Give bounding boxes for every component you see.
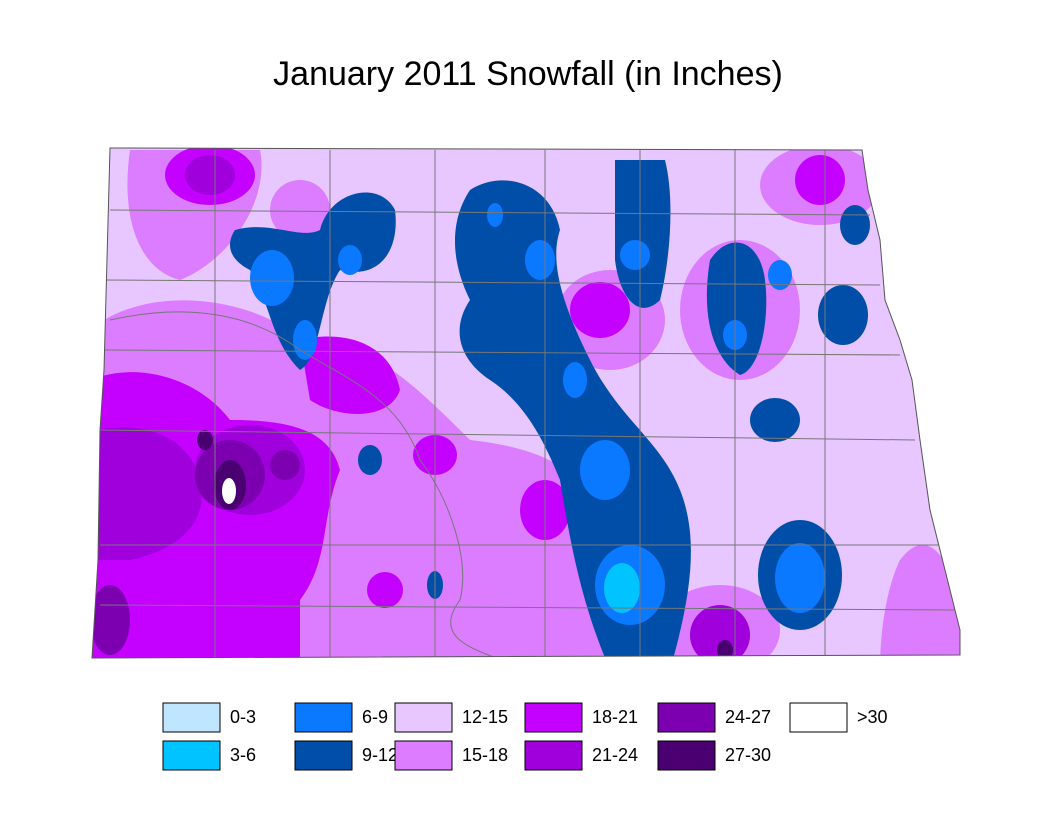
region: [250, 250, 294, 306]
region: [92, 427, 202, 560]
legend-swatch: [524, 702, 583, 733]
legend-label: 18-21: [592, 707, 638, 727]
region: [620, 240, 650, 270]
region: [570, 282, 630, 338]
region: [270, 450, 300, 480]
region: [525, 240, 555, 280]
region: [358, 445, 382, 475]
region: [92, 585, 130, 655]
legend-swatch: [524, 740, 583, 771]
legend-swatch: [294, 702, 353, 733]
legend-label: 6-9: [362, 707, 388, 727]
region: [750, 398, 800, 442]
county-lines: [99, 150, 956, 658]
legend-swatch: [657, 702, 716, 733]
snowfall-map: [92, 148, 960, 658]
legend: 0-3 3-6 6-9 9-12 12-15 15-18 18-21 21-24 24-27 27…: [162, 702, 888, 771]
region: [338, 245, 362, 275]
legend-swatch: [789, 702, 848, 733]
legend-label: 24-27: [725, 707, 771, 727]
state-outline: [91, 147, 961, 659]
legend-label: 27-30: [725, 745, 771, 765]
region: [367, 572, 403, 608]
region: [706, 242, 767, 375]
legend-swatch: [162, 740, 221, 771]
region: [775, 543, 825, 613]
region: [768, 260, 792, 290]
region: [818, 285, 868, 345]
legend-label: 0-3: [230, 707, 256, 727]
region: [795, 155, 845, 205]
legend-label: >30: [857, 707, 888, 727]
legend-swatch: [657, 740, 716, 771]
legend-label: 15-18: [462, 745, 508, 765]
region: [563, 362, 587, 398]
region: [840, 205, 870, 245]
legend-swatch: [162, 702, 221, 733]
legend-swatch: [394, 740, 453, 771]
map-title: January 2011 Snowfall (in Inches): [273, 55, 783, 93]
legend-label: 12-15: [462, 707, 508, 727]
region: [604, 563, 640, 613]
region: [222, 478, 236, 504]
legend-label: 21-24: [592, 745, 638, 765]
legend-swatch: [294, 740, 353, 771]
legend-label: 9-12: [362, 745, 398, 765]
region: [197, 430, 213, 450]
legend-label: 3-6: [230, 745, 256, 765]
legend-swatch: [394, 702, 453, 733]
region: [615, 160, 671, 308]
region: [270, 180, 330, 240]
region: [300, 336, 400, 414]
region: [487, 203, 503, 227]
region: [185, 155, 235, 195]
region: [293, 320, 317, 360]
region: [717, 640, 733, 658]
region: [580, 440, 630, 500]
